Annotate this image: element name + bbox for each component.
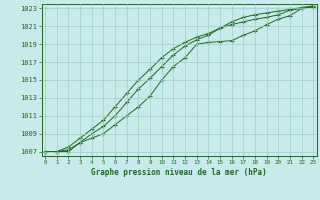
X-axis label: Graphe pression niveau de la mer (hPa): Graphe pression niveau de la mer (hPa) <box>91 168 267 177</box>
